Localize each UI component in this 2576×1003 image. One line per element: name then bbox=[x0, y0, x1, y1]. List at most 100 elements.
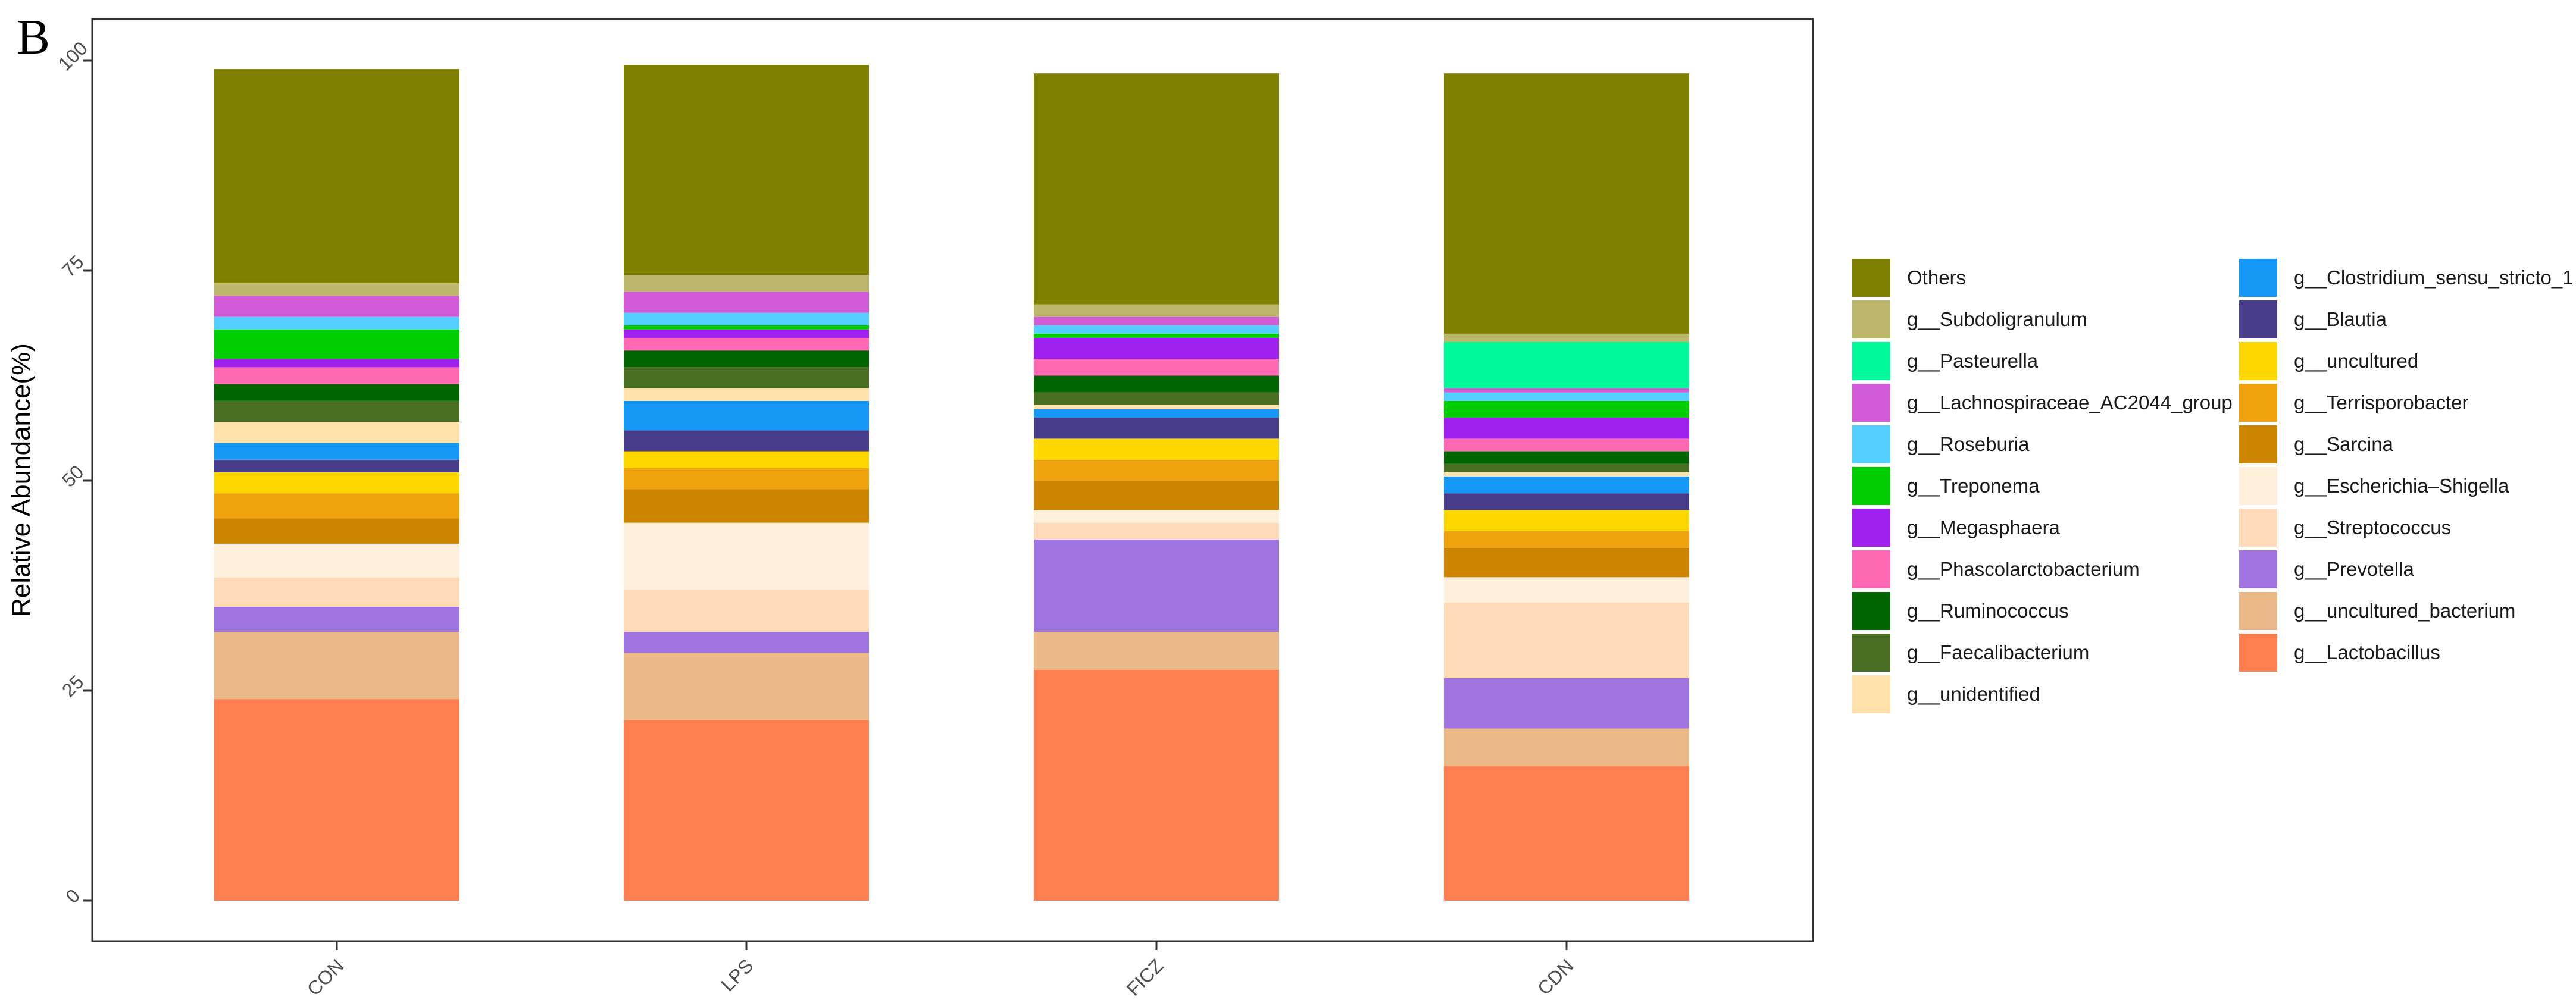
bar-segment bbox=[624, 653, 869, 720]
bar-segment bbox=[214, 443, 459, 460]
legend-spacer bbox=[2239, 673, 2572, 715]
panel-label: B bbox=[17, 10, 51, 65]
bar-segment bbox=[1444, 476, 1689, 494]
bar-segment bbox=[1034, 392, 1279, 405]
bar-segment bbox=[214, 518, 459, 544]
legend-swatch bbox=[1852, 509, 1890, 547]
legend-swatch bbox=[2239, 300, 2277, 338]
bar-segment bbox=[1034, 632, 1279, 670]
bar-segment bbox=[214, 699, 459, 901]
legend-label: g__Streptococcus bbox=[2294, 516, 2452, 538]
bar-segment bbox=[1034, 539, 1279, 632]
legend-item: g__Blautia bbox=[2239, 299, 2572, 340]
bar-segment bbox=[1034, 459, 1279, 481]
legend-item: g__Pasteurella bbox=[1852, 340, 2239, 382]
bar-segment bbox=[1034, 510, 1279, 523]
legend-item: g__uncultured bbox=[2239, 340, 2572, 382]
bar-segment bbox=[624, 65, 869, 275]
legend-label: g__Subdoligranulum bbox=[1907, 308, 2087, 330]
legend-swatch bbox=[1852, 592, 1890, 630]
bar-segment bbox=[624, 312, 869, 325]
bar-segment bbox=[1444, 73, 1689, 334]
bar-segment bbox=[1444, 472, 1689, 477]
legend-swatch bbox=[2239, 550, 2277, 588]
bar-segment bbox=[624, 388, 869, 401]
bar-segment bbox=[1444, 392, 1689, 401]
legend-item: g__Sarcina bbox=[2239, 424, 2572, 465]
legend-label: g__Lactobacillus bbox=[2294, 641, 2440, 663]
legend-swatch bbox=[1852, 259, 1890, 297]
y-tick-label: 25 bbox=[58, 671, 88, 701]
legend-item: g__Lactobacillus bbox=[2239, 632, 2572, 673]
bar-segment bbox=[214, 459, 459, 472]
legend-item: g__uncultured_bacterium bbox=[2239, 590, 2572, 632]
y-tick-label: 75 bbox=[58, 251, 88, 281]
legend-label: g__Faecalibacterium bbox=[1907, 641, 2090, 663]
bar-segment bbox=[1034, 409, 1279, 418]
legend-label: Others bbox=[1907, 267, 1967, 289]
bar-segment bbox=[214, 577, 459, 607]
legend-swatch bbox=[1852, 384, 1890, 422]
bar-segment bbox=[1444, 438, 1689, 452]
bar-segment bbox=[1444, 493, 1689, 510]
legend-label: g__Blautia bbox=[2294, 308, 2387, 330]
legend-label: g__unidentified bbox=[1907, 683, 2040, 705]
bar-segment bbox=[624, 350, 869, 368]
legend-label: g__Treponema bbox=[1907, 475, 2040, 497]
bar-segment bbox=[1034, 481, 1279, 510]
legend-item: g__Treponema bbox=[1852, 465, 2239, 507]
bar-segment bbox=[624, 367, 869, 388]
bar-segment bbox=[624, 489, 869, 523]
bar-segment bbox=[1034, 375, 1279, 393]
legend-swatch bbox=[2239, 467, 2277, 505]
bar-segment bbox=[1034, 316, 1279, 325]
legend-item: g__Subdoligranulum bbox=[1852, 299, 2239, 340]
legend-label: g__Escherichia–Shigella bbox=[2294, 475, 2509, 497]
bar-segment bbox=[214, 400, 459, 422]
legend-item: g__Faecalibacterium bbox=[1852, 632, 2239, 673]
legend-swatch bbox=[2239, 342, 2277, 380]
legend-swatch bbox=[1852, 634, 1890, 672]
bar-segment bbox=[1034, 438, 1279, 460]
bar-segment bbox=[1034, 405, 1279, 409]
bar-segment bbox=[1444, 333, 1689, 343]
y-tick-label: 50 bbox=[58, 461, 88, 491]
legend-swatch bbox=[2239, 634, 2277, 672]
bar-segment bbox=[1444, 418, 1689, 439]
legend-item: g__Ruminococcus bbox=[1852, 590, 2239, 632]
x-tick-label: CDN bbox=[1533, 955, 1577, 999]
bar-segment bbox=[1444, 451, 1689, 464]
legend-swatch bbox=[2239, 509, 2277, 547]
legend-swatch bbox=[2239, 425, 2277, 463]
legend-item: g__Phascolarctobacterium bbox=[1852, 548, 2239, 590]
legend-item: g__Megasphaera bbox=[1852, 507, 2239, 548]
legend-label: g__Sarcina bbox=[2294, 433, 2393, 455]
legend-item: g__Prevotella bbox=[2239, 548, 2572, 590]
bar-segment bbox=[624, 720, 869, 901]
legend-label: g__Lachnospiraceae_AC2044_group bbox=[1907, 391, 2233, 413]
legend-item: g__Clostridium_sensu_stricto_1 bbox=[2239, 257, 2574, 299]
bar-segment bbox=[624, 468, 869, 490]
bar-segment bbox=[1444, 388, 1689, 393]
bar-segment bbox=[214, 384, 459, 401]
bar-segment bbox=[214, 493, 459, 519]
bar-segment bbox=[624, 329, 869, 338]
x-axis: CON LPS FICZ CDN bbox=[303, 941, 1578, 1000]
bar-segment bbox=[214, 632, 459, 700]
legend-label: g__uncultured_bacterium bbox=[2294, 600, 2516, 622]
bar-segment bbox=[624, 400, 869, 431]
bar-segment bbox=[1034, 333, 1279, 338]
legend-item: g__Terrisporobacter bbox=[2239, 382, 2572, 424]
bars-group bbox=[214, 65, 1689, 901]
bar-segment bbox=[1444, 728, 1689, 767]
bar-segment bbox=[1034, 522, 1279, 540]
stacked-bar-chart: 0 25 50 75 100 CON LPS FICZ CDN Relative Abunda… bbox=[7, 18, 1814, 1000]
legend-item: g__Roseburia bbox=[1852, 424, 2239, 465]
x-tick-label: FICZ bbox=[1123, 955, 1168, 1000]
bar-segment bbox=[1444, 547, 1689, 578]
bar-segment bbox=[1034, 73, 1279, 305]
bar-segment bbox=[214, 422, 459, 443]
y-axis: 0 25 50 75 100 bbox=[54, 37, 92, 907]
bar-segment bbox=[1444, 766, 1689, 901]
bar-segment bbox=[1444, 510, 1689, 531]
